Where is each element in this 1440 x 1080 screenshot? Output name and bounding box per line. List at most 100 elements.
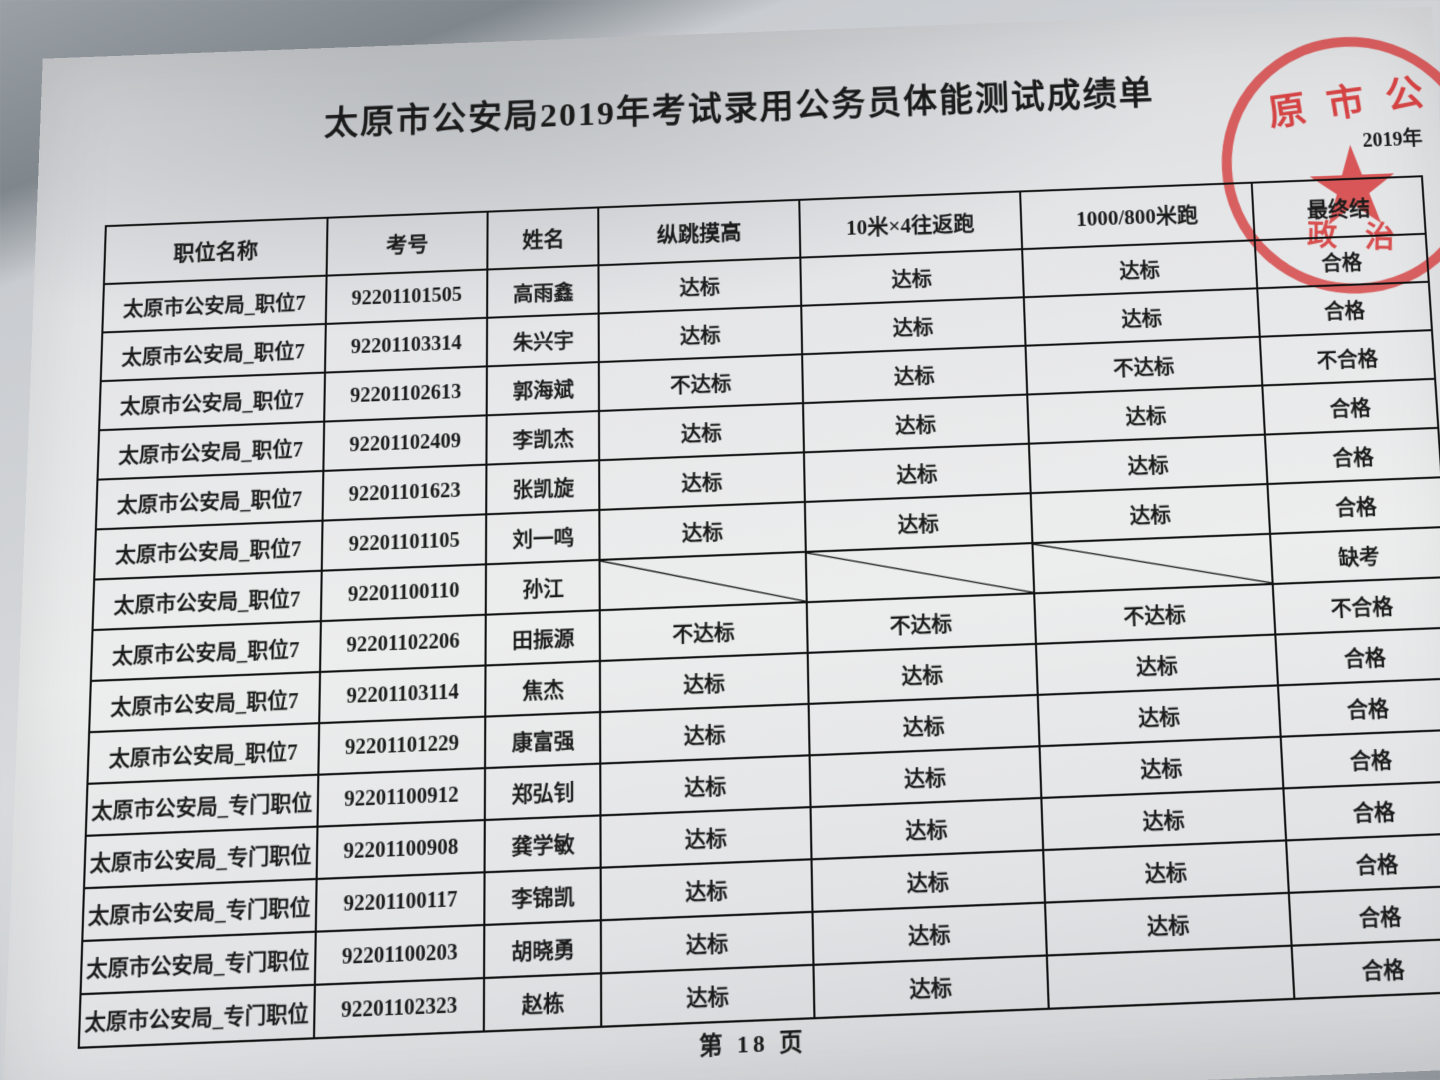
results-table: 职位名称 考号 姓名 纵跳摸高 10米×4往返跑 1000/800米跑 最终结 … (78, 175, 1440, 1049)
cell-position: 太原市公安局_职位7 (102, 276, 326, 333)
cell-shuttle: 达标 (810, 746, 1041, 807)
cell-exam-id: 92201100117 (315, 872, 485, 931)
absent-slash-cell (600, 552, 807, 610)
cell-name: 刘一鸣 (486, 510, 599, 564)
cell-name: 李锦凯 (485, 868, 601, 925)
column-header: 职位名称 (104, 218, 327, 284)
cell-name: 孙江 (486, 560, 600, 615)
cell-shuttle: 达标 (804, 444, 1030, 502)
cell-exam-id: 92201102409 (323, 415, 487, 471)
cell-result: 合格 (1286, 833, 1440, 893)
cell-name: 郑弘钊 (485, 764, 600, 820)
cell-position: 太原市公安局_职位7 (87, 723, 318, 784)
cell-exam-id: 92201102206 (320, 615, 487, 672)
cell-result: 缺考 (1270, 527, 1440, 584)
cell-run: 达标 (1043, 840, 1289, 902)
cell-shuttle: 达标 (801, 297, 1025, 354)
cell-name: 郭海斌 (487, 362, 599, 415)
cell-name: 高雨鑫 (488, 265, 599, 317)
cell-jump: 达标 (600, 704, 809, 764)
cell-exam-id: 92201102613 (324, 366, 488, 421)
cell-shuttle: 达标 (802, 346, 1027, 403)
cell-position: 太原市公安局_职位7 (89, 672, 319, 732)
cell-jump: 达标 (601, 755, 811, 815)
column-header: 1000/800米跑 (1020, 183, 1255, 249)
cell-shuttle: 达标 (810, 798, 1042, 859)
cell-name: 胡晓勇 (485, 920, 602, 978)
cell-exam-id: 92201100110 (320, 564, 486, 621)
cell-position: 太原市公安局_专门职位 (86, 775, 318, 836)
cell-position: 太原市公安局_专门职位 (84, 827, 317, 889)
cell-shuttle: 达标 (800, 249, 1023, 306)
cell-jump: 达标 (601, 965, 814, 1027)
cell-shuttle: 达标 (813, 956, 1048, 1019)
cell-shuttle: 达标 (803, 395, 1029, 453)
cell-position: 太原市公安局_职位7 (96, 471, 323, 529)
cell-position: 太原市公安局_职位7 (97, 422, 323, 480)
cell-result: 不合格 (1260, 330, 1435, 385)
column-header: 最终结 (1252, 176, 1426, 240)
footer-suffix: 页 (779, 1027, 807, 1056)
cell-result: 合格 (1263, 379, 1439, 435)
cell-name: 焦杰 (486, 661, 601, 717)
cell-result: 合格 (1257, 282, 1431, 337)
absent-slash-cell (806, 543, 1034, 602)
cell-result: 合格 (1289, 886, 1440, 946)
cell-name: 李凯杰 (487, 411, 600, 465)
cell-position: 太原市公安局_专门职位 (82, 879, 316, 941)
cell-exam-id: 92201102323 (314, 978, 485, 1038)
cell-position: 太原市公安局_专门职位 (81, 932, 316, 994)
cell-jump: 不达标 (599, 354, 803, 411)
cell-name: 田振源 (486, 610, 600, 665)
cell-result: 不合格 (1273, 577, 1440, 634)
cell-jump: 达标 (599, 306, 802, 362)
cell-exam-id: 92201101229 (318, 717, 486, 775)
cell-run: 达标 (1045, 893, 1292, 956)
cell-name: 赵栋 (484, 973, 601, 1031)
paper-sheet: 太原市公安局2019年考试录用公务员体能测试成绩单 2019年 原 市 公 ★ … (2, 7, 1440, 1080)
cell-shuttle: 不达标 (807, 593, 1036, 653)
cell-position: 太原市公安局_职位7 (91, 621, 321, 681)
cell-name: 张凯旋 (487, 460, 600, 514)
cell-position: 太原市公安局_职位7 (94, 521, 322, 580)
cell-result: 合格 (1255, 234, 1429, 289)
cell-shuttle: 达标 (805, 493, 1032, 552)
footer-prefix: 第 (699, 1031, 727, 1060)
cell-shuttle: 达标 (808, 644, 1038, 704)
cell-result: 合格 (1292, 938, 1440, 998)
cell-result: 合格 (1278, 678, 1440, 736)
column-header: 10米×4往返跑 (799, 191, 1021, 257)
cell-run (1046, 946, 1294, 1009)
cell-jump: 达标 (601, 859, 812, 920)
cell-jump: 达标 (599, 452, 804, 510)
column-header: 考号 (326, 212, 488, 276)
cell-exam-id: 92201100912 (317, 768, 485, 827)
cell-jump: 达标 (599, 403, 804, 460)
cell-result: 合格 (1281, 730, 1440, 789)
cell-result: 合格 (1265, 428, 1440, 484)
cell-shuttle: 达标 (811, 850, 1044, 912)
cell-exam-id: 92201103314 (325, 318, 488, 373)
cell-jump: 达标 (599, 258, 801, 314)
cell-jump: 达标 (601, 807, 812, 868)
cell-result: 合格 (1268, 477, 1440, 534)
absent-slash-cell (1032, 534, 1273, 594)
cell-name: 朱兴宇 (487, 314, 599, 367)
cell-exam-id: 92201100908 (316, 820, 485, 879)
cell-result: 合格 (1276, 628, 1440, 686)
column-header: 纵跳摸高 (599, 200, 801, 265)
cell-position: 太原市公安局_专门职位 (79, 985, 315, 1048)
cell-shuttle: 达标 (812, 903, 1046, 965)
cell-position: 太原市公安局_职位7 (99, 373, 324, 431)
cell-jump: 达标 (600, 653, 808, 712)
cell-position: 太原市公安局_职位7 (93, 571, 322, 630)
cell-exam-id: 92201100203 (314, 925, 484, 985)
cell-exam-id: 92201101505 (325, 269, 487, 323)
cell-position: 太原市公安局_职位7 (101, 324, 326, 381)
cell-exam-id: 92201101623 (322, 465, 487, 521)
page-number: 18 (737, 1029, 769, 1058)
cell-jump: 达标 (600, 502, 806, 560)
column-header: 姓名 (488, 207, 599, 269)
cell-name: 龚学敏 (485, 815, 601, 872)
cell-name: 康富强 (486, 712, 601, 768)
